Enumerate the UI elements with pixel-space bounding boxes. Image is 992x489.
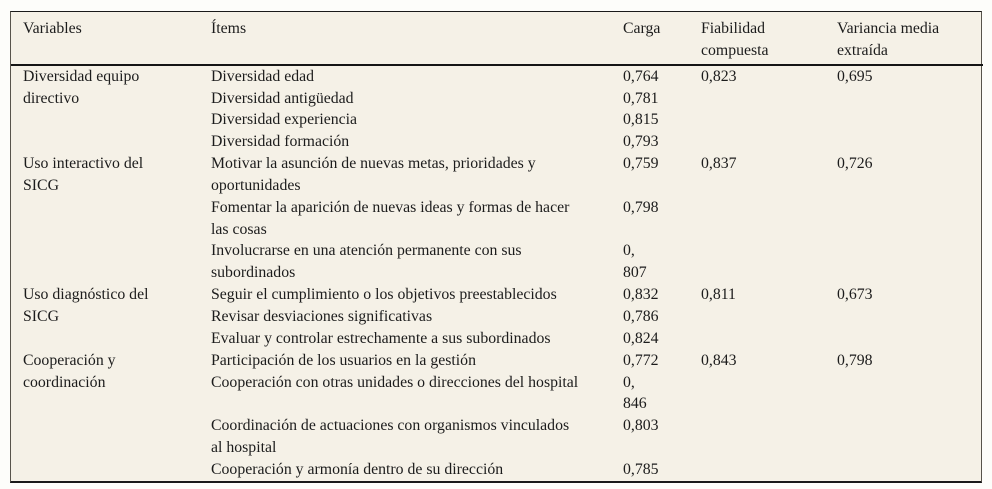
item-label: Fomentar la aparición de nuevas ideas y … xyxy=(211,198,570,238)
item-label: Diversidad edad xyxy=(211,67,315,85)
table-row: Evaluar y controlar estrechamente a sus … xyxy=(11,328,983,350)
measurement-model-table: Variables Ítems Carga Fiabilidad compues… xyxy=(10,11,983,483)
table-row: Uso diagnóstico del SICG Seguir el cumpli… xyxy=(11,284,983,325)
header-row: Variables Ítems Carga Fiabilidad compues… xyxy=(11,12,983,66)
table-row: Cooperación y armonía dentro de su direc… xyxy=(11,459,983,481)
fiabilidad-value: 0,837 xyxy=(701,155,737,173)
carga-value: 0,815 xyxy=(623,111,659,129)
table-row: Revisar desviaciones significativas 0,786 xyxy=(11,306,983,328)
carga-value: 0,786 xyxy=(623,307,659,325)
carga-value: 0,824 xyxy=(623,329,659,347)
carga-value: 0,803 xyxy=(623,417,659,435)
item-label: Diversidad experiencia xyxy=(211,111,358,129)
column-header-fiabilidad: Fiabilidad compuesta xyxy=(701,12,837,66)
item-label: Diversidad antigüedad xyxy=(211,89,354,107)
table-row: Cooperación con otras unidades o direcci… xyxy=(11,372,983,416)
item-label: Cooperación con otras unidades o direcci… xyxy=(211,373,579,391)
table-row: Uso interactivo del SICG Motivar la asunc… xyxy=(11,153,983,197)
carga-value: 0,759 xyxy=(623,155,659,173)
carga-value: 0,781 xyxy=(623,89,659,107)
table-row: Diversidad formación 0,793 xyxy=(11,131,983,153)
variable-name: Cooperación y coordinación xyxy=(23,351,116,391)
varianza-value: 0,673 xyxy=(837,286,873,304)
column-header-items: Ítems xyxy=(211,12,623,66)
table-row: Cooperación y coordinación Participación … xyxy=(11,350,983,391)
fiabilidad-value: 0,823 xyxy=(701,67,737,85)
varianza-value: 0,695 xyxy=(837,67,873,85)
variable-name: Diversidad equipo directivo xyxy=(23,67,140,107)
table-row: Diversidad antigüedad 0,781 xyxy=(11,88,983,110)
item-label: Involucrarse en una atención permanente … xyxy=(211,242,522,282)
item-label: Coordinación de actuaciones con organism… xyxy=(211,417,570,457)
carga-value: 0, 846 xyxy=(623,373,647,413)
carga-value: 0,772 xyxy=(623,351,659,369)
column-header-variables: Variables xyxy=(11,12,211,66)
item-label: Evaluar y controlar estrechamente a sus … xyxy=(211,329,551,347)
column-header-carga: Carga xyxy=(623,12,701,66)
table-row: Involucrarse en una atención permanente … xyxy=(11,240,983,284)
table-row: Diversidad equipo directivo Diversidad ed… xyxy=(11,65,983,107)
carga-value: 0, 807 xyxy=(623,242,647,282)
table-row: Fomentar la aparición de nuevas ideas y … xyxy=(11,197,983,241)
carga-value: 0,793 xyxy=(623,133,659,151)
variable-name: Uso interactivo del SICG xyxy=(23,155,144,194)
item-label: Motivar la asunción de nuevas metas, pri… xyxy=(211,155,536,194)
item-label: Diversidad formación xyxy=(211,133,350,151)
item-label: Cooperación y armonía dentro de su direc… xyxy=(211,460,504,478)
carga-value: 0,832 xyxy=(623,286,659,304)
carga-value: 0,798 xyxy=(623,198,659,216)
carga-value: 0,764 xyxy=(623,67,659,85)
column-header-varianza: Variancia media extraída xyxy=(837,12,983,66)
data-table: Variables Ítems Carga Fiabilidad compues… xyxy=(11,12,983,481)
varianza-value: 0,726 xyxy=(837,155,873,173)
item-label: Seguir el cumplimiento o los objetivos p… xyxy=(211,286,557,304)
table-row: Diversidad experiencia 0,815 xyxy=(11,109,983,131)
fiabilidad-value: 0,843 xyxy=(701,351,737,369)
carga-value: 0,785 xyxy=(623,460,659,478)
item-label: Participación de los usuarios en la gest… xyxy=(211,351,476,369)
item-label: Revisar desviaciones significativas xyxy=(211,307,433,325)
variable-name: Uso diagnóstico del SICG xyxy=(23,286,149,325)
fiabilidad-value: 0,811 xyxy=(701,286,736,304)
table-row: Coordinación de actuaciones con organism… xyxy=(11,415,983,459)
varianza-value: 0,798 xyxy=(837,351,873,369)
